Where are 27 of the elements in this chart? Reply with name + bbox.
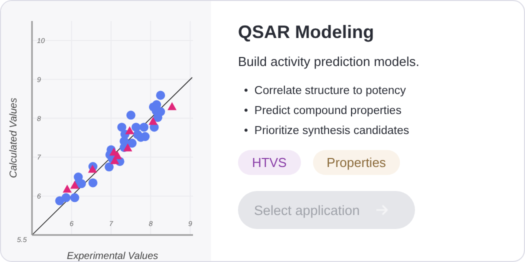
point xyxy=(62,193,71,202)
point xyxy=(128,138,137,148)
point xyxy=(70,193,80,202)
point xyxy=(88,164,98,173)
point xyxy=(112,151,122,160)
text: • Correlate structure to potency xyxy=(244,84,407,99)
point xyxy=(88,178,98,188)
point xyxy=(168,102,177,110)
y-axis-title: Calculated Values xyxy=(8,98,20,178)
x-axis-title: Experimental Values xyxy=(66,251,158,262)
point xyxy=(62,184,72,193)
point xyxy=(117,122,126,132)
point xyxy=(104,162,114,172)
text: HTVS xyxy=(238,150,301,175)
point xyxy=(148,116,158,125)
text: Select application xyxy=(254,202,360,218)
point xyxy=(125,126,134,134)
text: • Prioritize synthesis candidates xyxy=(244,124,410,139)
point xyxy=(156,90,166,100)
point xyxy=(70,180,80,189)
text: QSAR Modeling xyxy=(238,21,375,44)
point xyxy=(139,122,148,132)
point xyxy=(123,143,132,152)
text: Properties xyxy=(312,150,400,175)
text: • Predict compound properties xyxy=(244,104,402,119)
point xyxy=(126,110,136,120)
text: Build activity prediction models. xyxy=(238,53,420,71)
